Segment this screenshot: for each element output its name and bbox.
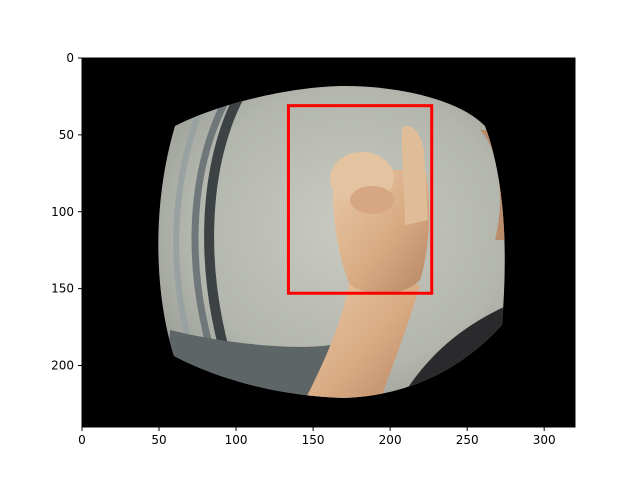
y-tick-label: 50 [59,128,74,142]
y-axis: 0 50 100 150 200 [51,51,82,373]
x-tick-label: 200 [379,433,402,447]
x-tick-label: 150 [302,433,325,447]
x-tick-label: 100 [225,433,248,447]
x-tick-label: 50 [151,433,166,447]
y-tick-label: 0 [66,51,74,65]
door-edge [173,108,203,366]
x-axis: 0 50 100 150 200 250 300 [78,427,556,447]
x-tick-label: 300 [533,433,556,447]
y-tick-label: 150 [51,282,74,296]
door-frame-highlight [191,98,230,382]
bounding-box [286,104,434,295]
y-tick-label: 100 [51,205,74,219]
x-tick-label: 250 [456,433,479,447]
forearm [305,275,420,398]
axes-spines [81,57,576,428]
y-tick-label: 200 [51,359,74,373]
index-finger [401,126,428,225]
x-tick-label: 0 [78,433,86,447]
thumb [350,186,394,214]
